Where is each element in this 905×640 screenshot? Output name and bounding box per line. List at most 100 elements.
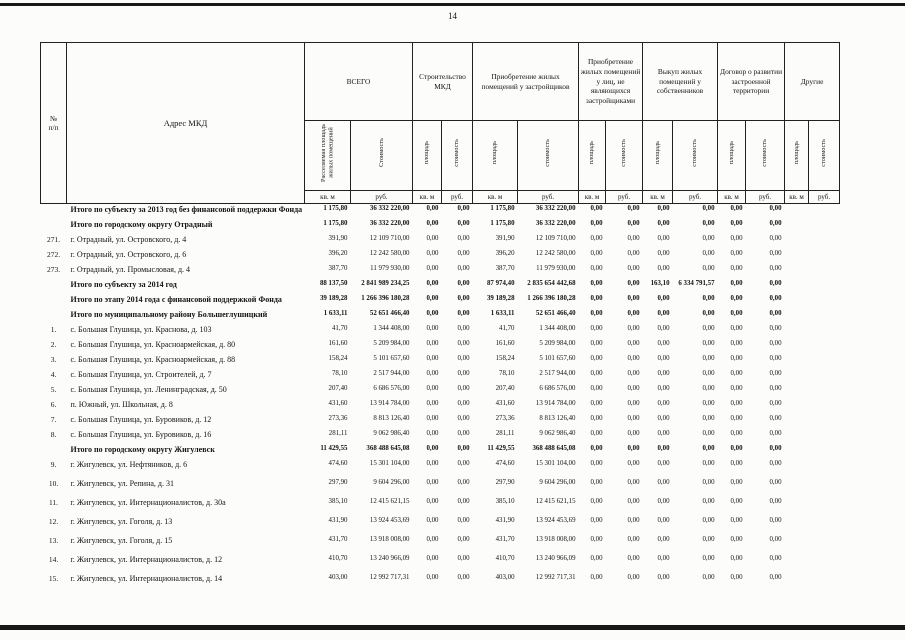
cell-value: 0,00: [627, 339, 640, 347]
cell-value: 0,00: [627, 497, 640, 505]
cell-value: [809, 249, 840, 264]
cell-value: 0,00: [426, 516, 439, 524]
row-number: 6.: [50, 399, 57, 409]
unit-label: кв. м: [472, 190, 519, 204]
column-subheader: Расселяемая площадь жилых помещений: [304, 120, 351, 191]
cell-value: 0,00: [426, 554, 439, 562]
header-units-row: кв. м руб. кв. м руб. кв. м руб. кв. м руб. кв. …: [41, 190, 841, 204]
vertical-label: площадь: [491, 141, 499, 165]
cell-value: [785, 444, 809, 459]
column-subheader: стоимость: [672, 120, 719, 191]
cell-value: 12 242 580,00: [369, 249, 410, 257]
cell-value: 0,00: [657, 554, 670, 562]
cell-value: 0,00: [702, 294, 715, 302]
row-number: 8.: [50, 429, 57, 439]
cell-value: 0,00: [702, 354, 715, 362]
column-subheader: площадь: [642, 120, 674, 191]
cell-value: 41,70: [331, 324, 348, 332]
cell-value: 1 266 396 180,28: [527, 294, 576, 302]
cell-value: 0,00: [769, 324, 782, 332]
cell-value: 5 209 984,00: [539, 339, 576, 347]
cell-value: 0,00: [426, 444, 439, 452]
row-number: 15.: [48, 573, 59, 583]
cell-value: [785, 309, 809, 324]
cell-value: 0,00: [730, 497, 743, 505]
top-rule: [0, 3, 905, 6]
total-row: Итого по городскому округу Отрадный 1 175…: [41, 219, 840, 234]
cell-value: 0,00: [657, 324, 670, 332]
cell-value: 2 835 654 442,68: [527, 279, 576, 287]
cell-value: [809, 354, 840, 369]
cell-value: 0,00: [769, 414, 782, 422]
cell-value: 0,00: [769, 497, 782, 505]
row-number: 5.: [50, 384, 57, 394]
cell-value: 39 189,28: [486, 294, 515, 302]
page-number: 14: [448, 11, 457, 21]
cell-value: 0,00: [627, 309, 640, 317]
vertical-label: стоимость: [453, 139, 461, 167]
cell-value: 0,00: [702, 309, 715, 317]
cell-value: 0,00: [457, 384, 470, 392]
cell-value: 273,36: [495, 414, 515, 422]
vertical-label: площадь: [727, 141, 735, 165]
cell-value: [785, 497, 809, 516]
row-number: 272.: [46, 249, 61, 259]
cell-value: 78,10: [499, 369, 515, 377]
cell-value: 281,11: [495, 429, 515, 437]
cell-value: 403,00: [495, 573, 515, 581]
vertical-label: стоимость: [820, 139, 828, 167]
cell-value: 11 979 930,00: [370, 264, 410, 272]
cell-value: 0,00: [769, 444, 782, 452]
row-address: с. Большая Глушица, ул. Буровиков, д. 12: [70, 414, 212, 424]
address-row: 8. с. Большая Глушица, ул. Буровиков, д. …: [41, 429, 840, 444]
cell-value: 12 109 710,00: [369, 234, 410, 242]
cell-value: 0,00: [457, 478, 470, 486]
address-row: 7. с. Большая Глушица, ул. Буровиков, д. …: [41, 414, 840, 429]
cell-value: 0,00: [657, 414, 670, 422]
cell-value: [809, 535, 840, 554]
cell-value: 0,00: [730, 354, 743, 362]
row-number: 13.: [48, 535, 59, 545]
cell-value: 0,00: [702, 324, 715, 332]
cell-value: 0,00: [730, 478, 743, 486]
cell-value: 403,00: [328, 573, 348, 581]
cell-value: 12 415 621,15: [369, 497, 410, 505]
total-row: Итого по субъекту за 2014 год 88 137,50 2 …: [41, 279, 840, 294]
unit-label: кв. м: [784, 190, 810, 204]
cell-value: 273,36: [328, 414, 348, 422]
cell-value: 0,00: [657, 429, 670, 437]
column-group-5: Выкуп жилых помещений у собственников: [642, 42, 719, 121]
column-group-1: ВСЕГО: [304, 42, 413, 121]
cell-value: [809, 459, 840, 478]
cell-value: 0,00: [769, 573, 782, 581]
address-row: 271. г. Отрадный, ул. Островского, д. 4 39…: [41, 234, 840, 249]
cell-value: 11 429,55: [320, 444, 348, 452]
cell-value: 0,00: [627, 535, 640, 543]
cell-value: 0,00: [590, 384, 603, 392]
cell-value: 0,00: [769, 294, 782, 302]
cell-value: 0,00: [657, 573, 670, 581]
cell-value: 391,90: [328, 234, 348, 242]
cell-value: 0,00: [627, 354, 640, 362]
row-address: г. Жигулевск, ул. Гоголя, д. 13: [70, 516, 173, 526]
cell-value: 0,00: [426, 234, 439, 242]
cell-value: 0,00: [426, 219, 439, 227]
unit-label: кв. м: [578, 190, 607, 204]
cell-value: 0,00: [657, 516, 670, 524]
cell-value: [785, 339, 809, 354]
cell-value: 0,00: [627, 478, 640, 486]
cell-value: [809, 264, 840, 279]
cell-value: 0,00: [730, 573, 743, 581]
cell-value: 12 242 580,00: [535, 249, 576, 257]
cell-value: 0,00: [627, 324, 640, 332]
cell-value: 12 992 717,31: [369, 573, 410, 581]
cell-value: 0,00: [769, 234, 782, 242]
cell-value: 0,00: [590, 573, 603, 581]
cell-value: 0,00: [657, 497, 670, 505]
cell-value: 0,00: [730, 205, 743, 212]
cell-value: 0,00: [627, 516, 640, 524]
cell-value: 36 332 220,00: [369, 205, 410, 212]
cell-value: 13 914 784,00: [535, 399, 576, 407]
cell-value: 0,00: [590, 429, 603, 437]
